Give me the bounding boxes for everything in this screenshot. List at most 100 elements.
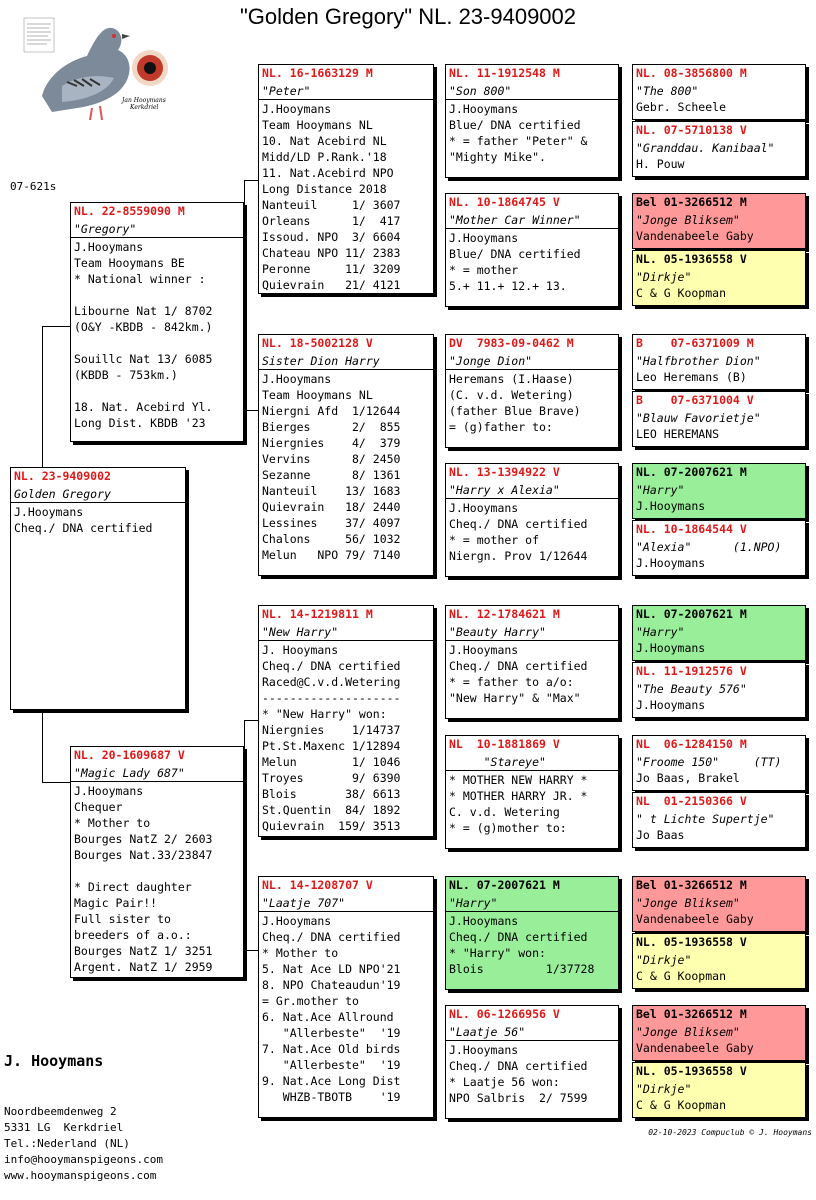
pigeon-name: "Gregory" bbox=[71, 220, 243, 238]
owner-name: J. Hooymans bbox=[4, 1052, 104, 1070]
pigeon-name: "Son 800" bbox=[446, 82, 618, 100]
pigeon-box-sire-dam[interactable]: NL. 18-5002128 V Sister Dion Harry J.Hoo… bbox=[258, 334, 434, 576]
connector-line bbox=[244, 180, 245, 290]
pigeon-box-sds[interactable]: DV 7983-09-0462 M "Jonge Dion" Heremans … bbox=[445, 334, 619, 448]
pigeon-box-g11[interactable]: NL 06-1284150 M "Froome 150" (TT) Jo Baa… bbox=[632, 735, 806, 791]
pigeon-name: "Jonge Bliksem" bbox=[636, 213, 740, 227]
pigeon-details: J.Hooymans Cheq./ DNA certified * = moth… bbox=[449, 501, 588, 563]
ring-number: NL. 23-9409002 bbox=[14, 469, 111, 483]
ring-number: NL 01-2150366 V bbox=[636, 794, 747, 808]
pigeon-box-g10[interactable]: NL. 11-1912576 V "The Beauty 576" J.Hooy… bbox=[632, 662, 806, 718]
pigeon-name: "Dirkje" bbox=[636, 953, 692, 967]
ring-number: Bel 01-3266512 M bbox=[636, 195, 747, 209]
pigeon-box-g7[interactable]: NL. 07-2007621 M "Harry" J.Hooymans bbox=[632, 463, 806, 519]
pigeon-box-g3[interactable]: Bel 01-3266512 M "Jonge Bliksem" Vandena… bbox=[632, 193, 806, 249]
svg-text:Jan Hooymans: Jan Hooymans bbox=[120, 97, 166, 104]
pigeon-details: J.Hooymans Cheq./ DNA certified * Mother… bbox=[262, 914, 401, 1104]
pigeon-box-g14[interactable]: NL. 05-1936558 V "Dirkje" C & G Koopman bbox=[632, 933, 806, 989]
ring-number: NL. 12-1784621 M bbox=[449, 607, 560, 621]
pigeon-details: Gebr. Scheele bbox=[636, 100, 727, 114]
pigeon-name: "Peter" bbox=[259, 82, 433, 100]
pigeon-box-sdd[interactable]: NL. 13-1394922 V "Harry x Alexia" J.Hooy… bbox=[445, 463, 619, 577]
ring-number: Bel 01-3266512 M bbox=[636, 878, 747, 892]
ring-number: NL. 07-5710138 V bbox=[636, 123, 747, 137]
pigeon-box-g12[interactable]: NL 01-2150366 V " t Lichte Supertje" Jo … bbox=[632, 792, 806, 848]
pigeon-box-sire[interactable]: NL. 22-8559090 M "Gregory" J.Hooymans Te… bbox=[70, 202, 244, 442]
connector-line bbox=[244, 950, 258, 951]
pigeon-box-g4[interactable]: NL. 05-1936558 V "Dirkje" C & G Koopman bbox=[632, 250, 806, 306]
pigeon-name: "Harry" bbox=[446, 894, 618, 912]
pigeon-details: J.Hooymans bbox=[636, 499, 706, 513]
pigeon-details: J.Hooymans Cheq./ DNA certified * = fath… bbox=[449, 643, 588, 705]
pigeon-box-g9[interactable]: NL. 07-2007621 M "Harry" J.Hooymans bbox=[632, 605, 806, 661]
pigeon-box-ddd[interactable]: NL. 06-1266956 V "Laatje 56" J.Hooymans … bbox=[445, 1005, 619, 1119]
pigeon-details: * MOTHER NEW HARRY * * MOTHER HARRY JR. … bbox=[449, 773, 588, 835]
pigeon-box-g15[interactable]: Bel 01-3266512 M "Jonge Bliksem" Vandena… bbox=[632, 1005, 806, 1061]
pigeon-box-g1[interactable]: NL. 08-3856800 M "The 800" Gebr. Scheele bbox=[632, 64, 806, 120]
ring-number: B 07-6371004 V bbox=[636, 393, 754, 407]
pigeon-box-dam-dam[interactable]: NL. 14-1208707 V "Laatje 707" J.Hooymans… bbox=[258, 876, 434, 1118]
pigeon-details: C & G Koopman bbox=[636, 286, 727, 300]
pigeon-details: J.Hooymans Blue/ DNA certified * = fathe… bbox=[449, 102, 588, 164]
pigeon-name: Golden Gregory bbox=[11, 485, 185, 503]
pigeon-details: J.Hooymans Team Hooymans NL Niergni Afd … bbox=[262, 372, 401, 562]
pigeon-box-sss[interactable]: NL. 11-1912548 M "Son 800" J.Hooymans Bl… bbox=[445, 64, 619, 178]
connector-line bbox=[244, 870, 245, 950]
pedigree-title: "Golden Gregory" NL. 23-9409002 bbox=[239, 4, 577, 29]
pigeon-details: Leo Heremans (B) bbox=[636, 370, 747, 384]
ring-number: NL. 05-1936558 V bbox=[636, 252, 747, 266]
pigeon-box-dds[interactable]: NL. 07-2007621 M "Harry" J.Hooymans Cheq… bbox=[445, 876, 619, 990]
pigeon-name: "Jonge Bliksem" bbox=[636, 1025, 740, 1039]
pigeon-box-dam-sire[interactable]: NL. 14-1219811 M "New Harry" J. Hooymans… bbox=[258, 605, 434, 837]
pigeon-box-g2[interactable]: NL. 07-5710138 V "Granddau. Kanibaal" H.… bbox=[632, 121, 806, 177]
pigeon-box-subject[interactable]: NL. 23-9409002 Golden Gregory J.Hooymans… bbox=[10, 467, 186, 710]
print-credit: 02-10-2023 Compuclub © J. Hooymans bbox=[648, 1128, 812, 1137]
ring-number: NL. 20-1609687 V bbox=[74, 748, 185, 762]
pigeon-details: Vandenabeele Gaby bbox=[636, 912, 754, 926]
pigeon-name: "Beauty Harry" bbox=[446, 623, 618, 641]
pigeon-name: "Jonge Bliksem" bbox=[636, 896, 740, 910]
connector-line bbox=[244, 410, 258, 411]
pigeon-box-dsd[interactable]: NL 10-1881869 V "Stareye" * MOTHER NEW H… bbox=[445, 735, 619, 849]
ring-number: NL. 10-1864745 V bbox=[449, 195, 560, 209]
pigeon-box-g8[interactable]: NL. 10-1864544 V "Alexia" (1.NPO) J.Hooy… bbox=[632, 520, 806, 576]
pigeon-name: "Froome 150" (TT) bbox=[636, 755, 782, 769]
pigeon-details: Jo Baas, Brakel bbox=[636, 771, 740, 785]
pigeon-details: Heremans (I.Haase) (C. v.d. Wetering) (f… bbox=[449, 372, 581, 434]
connector-line bbox=[42, 326, 70, 327]
ring-number: NL. 07-2007621 M bbox=[636, 465, 747, 479]
pigeon-details: LEO HEREMANS bbox=[636, 427, 720, 441]
pigeon-name: Sister Dion Harry bbox=[259, 352, 433, 370]
owner-contact: J. Hooymans Noordbeemdenweg 2 5331 LG Ke… bbox=[4, 1018, 163, 1200]
pigeon-name: "Laatje 707" bbox=[259, 894, 433, 912]
pigeon-name: "Dirkje" bbox=[636, 1082, 692, 1096]
ring-number: DV 7983-09-0462 M bbox=[449, 336, 574, 350]
pigeon-box-g6[interactable]: B 07-6371004 V "Blauw Favorietje" LEO HE… bbox=[632, 391, 806, 447]
ring-number: NL. 10-1864544 V bbox=[636, 522, 747, 536]
pigeon-name: "Laatje 56" bbox=[446, 1023, 618, 1041]
pigeon-name: "Blauw Favorietje" bbox=[636, 411, 761, 425]
pigeon-details: C & G Koopman bbox=[636, 1098, 727, 1112]
pigeon-details: J.Hooymans bbox=[636, 698, 706, 712]
pigeon-name: "Alexia" (1.NPO) bbox=[636, 540, 782, 554]
ring-number: NL. 22-8559090 M bbox=[74, 204, 185, 218]
pigeon-box-ssd[interactable]: NL. 10-1864745 V "Mother Car Winner" J.H… bbox=[445, 193, 619, 307]
pigeon-details: Vandenabeele Gaby bbox=[636, 1041, 754, 1055]
pigeon-box-dam[interactable]: NL. 20-1609687 V "Magic Lady 687" J.Hooy… bbox=[70, 746, 244, 978]
pigeon-box-dss[interactable]: NL. 12-1784621 M "Beauty Harry" J.Hooyma… bbox=[445, 605, 619, 719]
connector-line bbox=[244, 720, 245, 750]
ring-number: NL. 05-1936558 V bbox=[636, 935, 747, 949]
pigeon-name: "The Beauty 576" bbox=[636, 682, 747, 696]
pigeon-name: "Jonge Dion" bbox=[446, 352, 618, 370]
connector-line bbox=[42, 782, 70, 783]
pigeon-details: Jo Baas bbox=[636, 828, 685, 842]
pigeon-box-g5[interactable]: B 07-6371009 M "Halfbrother Dion" Leo He… bbox=[632, 334, 806, 390]
pigeon-box-sire-sire[interactable]: NL. 16-1663129 M "Peter" J.Hooymans Team… bbox=[258, 64, 434, 294]
ring-number: NL. 14-1208707 V bbox=[262, 878, 373, 892]
pigeon-box-g13[interactable]: Bel 01-3266512 M "Jonge Bliksem" Vandena… bbox=[632, 876, 806, 932]
pigeon-name: "Granddau. Kanibaal" bbox=[636, 141, 775, 155]
pigeon-box-g16[interactable]: NL. 05-1936558 V "Dirkje" C & G Koopman bbox=[632, 1062, 806, 1118]
pigeon-name: "Halfbrother Dion" bbox=[636, 354, 761, 368]
pigeon-name: "Harry" bbox=[636, 483, 685, 497]
pigeon-details: H. Pouw bbox=[636, 157, 685, 171]
